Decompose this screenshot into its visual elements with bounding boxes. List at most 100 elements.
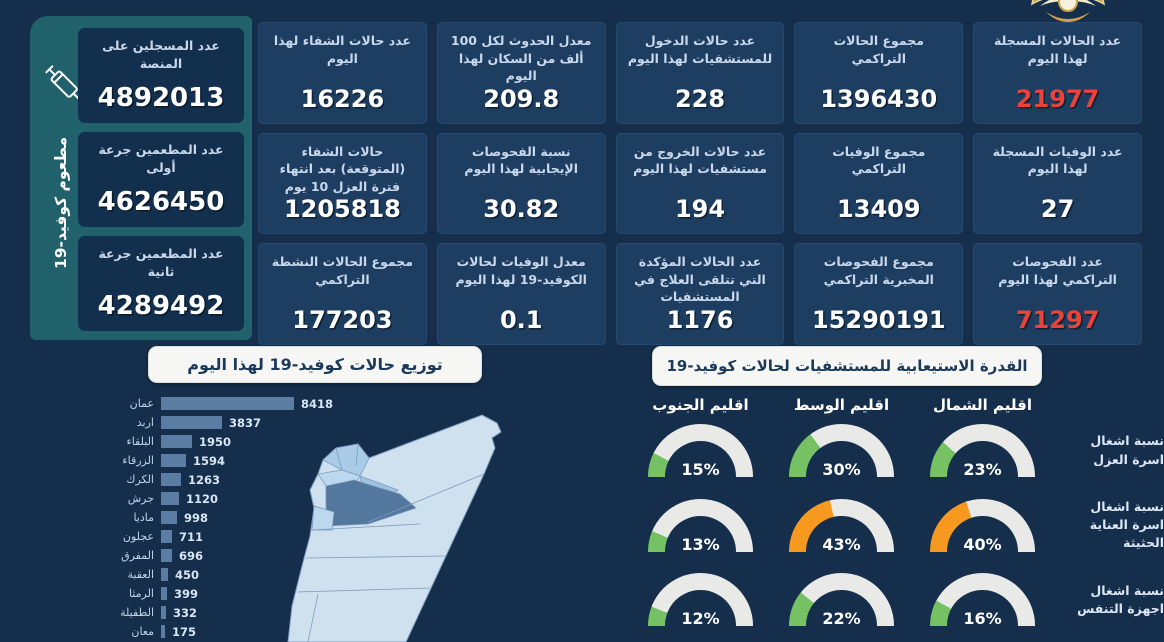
bar-category-label: عمان	[129, 397, 154, 410]
bar	[161, 435, 192, 448]
stat-card-label: معدل الوفيات لحالات الكوفيد-19 لهذا اليو…	[455, 254, 587, 287]
gauge-percent-label: 43%	[822, 534, 861, 554]
stat-card-label: معدل الحدوث لكل 100 ألف من السكان لهذا ا…	[450, 33, 592, 83]
capacity-title: القدرة الاستيعابية للمستشفيات لحالات كوف…	[652, 346, 1042, 386]
stat-card-label: عدد حالات الخروج من مستشفيات لهذا اليوم	[633, 143, 767, 177]
gauge-percent-label: 12%	[681, 609, 720, 629]
stat-card: معدل الحدوث لكل 100 ألف من السكان لهذا ا…	[436, 22, 606, 124]
stat-card: مجموع الحالات النشطة التراكمي 177203	[258, 243, 427, 345]
bar-value: 8418	[301, 396, 334, 411]
stat-card: عدد الفحوصات التراكمي لهذا اليوم 71297	[973, 243, 1142, 345]
region-header: اقليم الوسط	[793, 396, 890, 414]
gauge: 40%	[930, 498, 1035, 554]
stat-card-value: 1176	[666, 305, 734, 334]
bar	[161, 397, 294, 410]
bar-row: عمان 8418	[96, 394, 406, 413]
stat-card: عدد الوفيات المسجلة لهذا اليوم 27	[973, 132, 1142, 234]
bar	[161, 416, 222, 429]
stat-card: عدد حالات الخروج من مستشفيات لهذا اليوم …	[615, 132, 785, 234]
stat-card-value: 228	[674, 84, 726, 113]
gauge-row: 15% 30% 23% نسبة اشغال اسرة العزل	[648, 424, 1164, 479]
map-region-madaba	[311, 505, 335, 531]
bar-value: 175	[172, 624, 197, 639]
bar-category-label: العقبة	[127, 568, 155, 581]
gauge: 30%	[789, 424, 894, 479]
stat-card: مجموع الحالات التراكمي 1396430	[794, 22, 964, 124]
stat-card: عدد الحالات المسجلة لهذا اليوم 21977	[973, 22, 1142, 124]
bar-value: 1950	[199, 434, 232, 449]
hospital-capacity-gauges: اقليم الجنوب اقليم الوسط اقليم الشمال 15% …	[648, 396, 1164, 642]
jordan-coat-of-arms-icon	[1030, 0, 1106, 22]
stat-card-value: 0.1	[499, 305, 543, 334]
stat-card: مجموع الوفيات التراكمي 13409	[794, 132, 964, 234]
vaccine-stat-card: عدد المسجلين على المنصة 4892013	[78, 28, 244, 123]
bar-row: معان 175	[96, 622, 406, 641]
bar-row: ماديا 998	[96, 508, 406, 527]
bar-value: 1120	[186, 491, 219, 506]
stat-card: عدد حالات الشفاء لهذا اليوم 16226	[258, 22, 427, 124]
stat-card-value: 21977	[1015, 84, 1100, 113]
stat-card-label: نسبة الفحوصات الإيجابية لهذا اليوم	[464, 143, 579, 177]
bar-category-label: معان	[131, 625, 154, 638]
bar	[161, 492, 179, 505]
stat-card-label: مجموع الحالات التراكمي	[833, 33, 924, 66]
stat-card-label: حالات الشفاء (المتوقعة) بعد انتهاء فترة …	[279, 143, 406, 194]
region-header: اقليم الشمال	[933, 396, 1032, 414]
gauge-percent-label: 15%	[681, 460, 720, 479]
stat-card-label: عدد الحالات المسجلة لهذا اليوم	[994, 33, 1122, 66]
gauge-percent-label: 23%	[963, 460, 1002, 479]
gauge-row: 13% 43% 40% نسبة اشغال اسرة العناية الحث…	[648, 498, 1164, 554]
bar	[161, 606, 166, 619]
bar-category-label: جرش	[127, 492, 154, 505]
bar	[161, 549, 172, 562]
bar-category-label: الرمثا	[128, 587, 154, 600]
stat-card: مجموع الفحوصات المخبرية التراكمي 1529019…	[794, 243, 964, 345]
vaccine-card-label: عدد المطعمين جرعة ثانية	[98, 246, 224, 279]
stat-card-label: عدد الفحوصات التراكمي لهذا اليوم	[998, 254, 1117, 287]
gauge: 15%	[648, 424, 753, 479]
gauge-row-label: نسبة اشغال اسرة العناية الحثيثة	[1089, 499, 1164, 551]
stat-card-label: عدد حالات الشفاء لهذا اليوم	[273, 33, 411, 66]
bar-row: الرمثا 399	[96, 584, 406, 603]
bar-category-label: الزرقاء	[122, 454, 154, 467]
gauge-percent-label: 16%	[963, 609, 1002, 629]
stat-card-value: 1396430	[820, 84, 938, 113]
gauge: 16%	[930, 573, 1035, 629]
bar-value: 3837	[229, 415, 262, 430]
bar-row: الزرقاء 1594	[96, 451, 406, 470]
stat-card-value: 209.8	[483, 84, 560, 113]
bar-row: الكرك 1263	[96, 470, 406, 489]
bar-row: المفرق 696	[96, 546, 406, 565]
stat-card: عدد الحالات المؤكدة التي تتلقى العلاج في…	[615, 243, 785, 345]
vaccine-stat-card: عدد المطعمين جرعة ثانية 4289492	[78, 236, 244, 331]
vaccine-card-label: عدد المطعمين جرعة أولى	[98, 142, 224, 175]
bar-row: العقبة 450	[96, 565, 406, 584]
stat-card-value: 177203	[292, 305, 393, 334]
gauge-row-label: نسبة اشغال اسرة العزل	[1090, 433, 1164, 467]
gauge-row: 12% 22% 16% نسبة اشغال اجهزة التنفس	[648, 573, 1164, 629]
bar-row: اربد 3837	[96, 413, 406, 432]
vaccine-cards: عدد المسجلين على المنصة 4892013 عدد المط…	[78, 28, 244, 331]
stat-card: حالات الشفاء (المتوقعة) بعد انتهاء فترة …	[258, 132, 427, 234]
stat-card-label: مجموع الوفيات التراكمي	[832, 143, 926, 177]
bar-category-label: البلقاء	[126, 435, 154, 448]
gauge-percent-label: 30%	[822, 460, 861, 479]
bar-category-label: اربد	[136, 416, 154, 429]
bar	[161, 625, 165, 638]
stat-card-label: عدد حالات الدخول للمستشفيات لهذا اليوم	[627, 33, 773, 66]
stats-grid: عدد الحالات المسجلة لهذا اليوم 21977 مجم…	[258, 22, 1142, 345]
bar	[161, 511, 177, 524]
bar	[161, 568, 168, 581]
stat-card-label: عدد الوفيات المسجلة لهذا اليوم	[992, 143, 1123, 177]
gauge: 43%	[789, 498, 894, 554]
bar-value: 399	[174, 586, 199, 601]
gauge: 22%	[789, 573, 894, 629]
gauge-percent-label: 22%	[822, 609, 861, 629]
stat-card-value: 1205818	[283, 195, 401, 223]
bar-value: 332	[173, 605, 198, 620]
bar-value: 998	[184, 510, 209, 525]
stat-card: عدد حالات الدخول للمستشفيات لهذا اليوم 2…	[615, 22, 785, 124]
vaccine-card-value: 4892013	[97, 83, 225, 113]
bar-row: عجلون 711	[96, 527, 406, 546]
bar-category-label: عجلون	[122, 530, 154, 543]
